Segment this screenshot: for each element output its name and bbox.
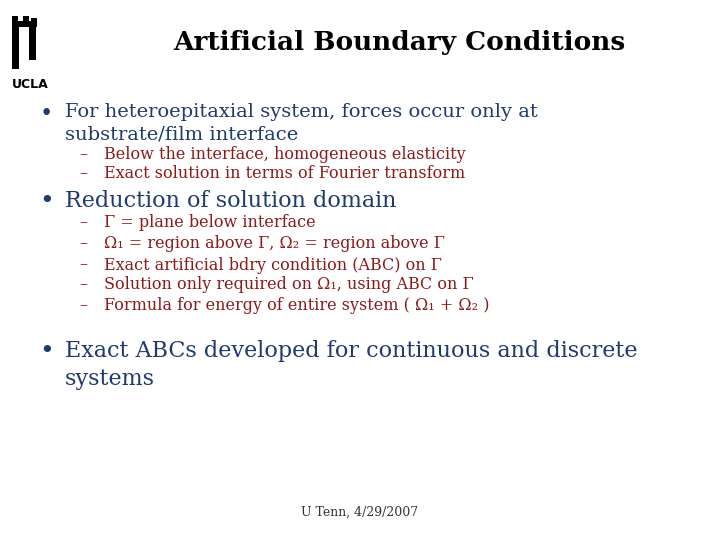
Text: –: –: [79, 214, 87, 231]
Text: Exact artificial bdry condition (ABC) on Γ: Exact artificial bdry condition (ABC) on…: [104, 256, 442, 273]
Text: Solution only required on Ω₁, using ABC on Γ: Solution only required on Ω₁, using ABC …: [104, 276, 474, 293]
Bar: [12, 16, 17, 24]
Text: –: –: [79, 276, 87, 293]
Bar: [29, 25, 36, 60]
Text: –: –: [79, 297, 87, 314]
Text: Reduction of solution domain: Reduction of solution domain: [65, 190, 396, 212]
Text: –: –: [79, 235, 87, 252]
Bar: [22, 16, 29, 24]
Text: –: –: [79, 256, 87, 273]
Text: For heteroepitaxial system, forces occur only at
substrate/film interface: For heteroepitaxial system, forces occur…: [65, 103, 538, 144]
Text: U Tenn, 4/29/2007: U Tenn, 4/29/2007: [302, 505, 418, 518]
Text: •: •: [40, 103, 53, 125]
Text: •: •: [40, 190, 54, 213]
Text: Exact solution in terms of Fourier transform: Exact solution in terms of Fourier trans…: [104, 165, 466, 181]
Text: Below the interface, homogeneous elasticity: Below the interface, homogeneous elastic…: [104, 146, 466, 163]
Text: UCLA: UCLA: [12, 78, 48, 91]
Bar: [12, 21, 37, 28]
Bar: [12, 25, 19, 69]
Text: Exact ABCs developed for continuous and discrete
systems: Exact ABCs developed for continuous and …: [65, 340, 637, 390]
Text: •: •: [40, 340, 54, 363]
Text: Γ = plane below interface: Γ = plane below interface: [104, 214, 316, 231]
Text: Artificial Boundary Conditions: Artificial Boundary Conditions: [174, 30, 626, 55]
Text: Ω₁ = region above Γ, Ω₂ = region above Γ: Ω₁ = region above Γ, Ω₂ = region above Γ: [104, 235, 445, 252]
Text: –: –: [79, 165, 87, 181]
Bar: [31, 18, 37, 24]
Text: –: –: [79, 146, 87, 163]
Text: Formula for energy of entire system ( Ω₁ + Ω₂ ): Formula for energy of entire system ( Ω₁…: [104, 297, 490, 314]
